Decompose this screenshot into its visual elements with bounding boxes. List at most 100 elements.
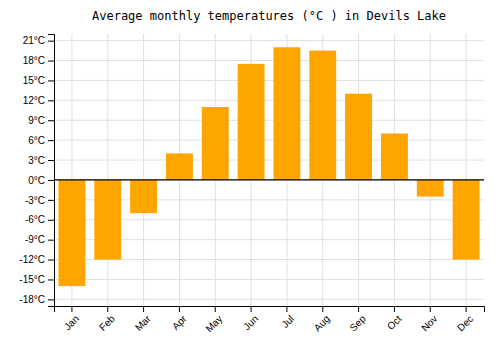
grid-line-y (54, 179, 484, 180)
grid-line-y (54, 299, 484, 300)
y-tick-mark (48, 180, 54, 181)
x-tick: Sep (347, 306, 368, 333)
x-tick-label: Apr (170, 313, 189, 332)
y-tick-mark (48, 279, 54, 280)
y-tick: 9°C (28, 115, 54, 126)
bar (345, 94, 372, 180)
x-tick-mark (215, 306, 216, 312)
y-tick: 12°C (23, 95, 54, 106)
grid-line-x (430, 34, 431, 306)
y-tick: 15°C (23, 75, 54, 86)
y-tick: 6°C (28, 135, 54, 146)
y-axis-line (48, 35, 55, 307)
bars (54, 47, 484, 286)
bar (453, 180, 480, 260)
y-tick-label: -18°C (19, 294, 45, 305)
grid (54, 34, 484, 306)
bar (166, 153, 193, 180)
y-tick-label: -12°C (19, 254, 45, 265)
grid-line-x (143, 34, 144, 306)
grid-line-y (54, 40, 484, 41)
y-tick: -3°C (25, 195, 54, 206)
y-tick: 0°C (28, 175, 54, 186)
x-tick-label: Mar (133, 313, 153, 333)
x-tick: Jun (241, 306, 260, 332)
y-tick: -12°C (19, 254, 54, 265)
y-tick-mark (48, 120, 54, 121)
x-tick: Apr (170, 306, 189, 332)
bar (58, 180, 85, 286)
y-tick-label: 3°C (28, 155, 45, 166)
y-tick-mark (48, 140, 54, 141)
y-tick-mark (48, 299, 54, 300)
y-tick-label: -6°C (25, 214, 45, 225)
y-tick-label: 9°C (28, 115, 45, 126)
zero-line (54, 179, 484, 180)
y-tick-mark (48, 80, 54, 81)
bar (273, 47, 300, 180)
x-tick-mark (358, 306, 359, 312)
y-tick-mark (48, 260, 54, 261)
x-axis: Jan Feb Mar Apr May Jun Jul Aug Sep Oct Nov Dec (55, 306, 485, 334)
x-tick-label: Aug (312, 313, 332, 333)
x-tick-label: Feb (97, 313, 117, 333)
x-tick: Aug (312, 306, 332, 333)
x-tick-mark (322, 306, 323, 312)
bar (130, 180, 157, 213)
x-tick: Dec (455, 306, 475, 333)
y-tick-mark (48, 200, 54, 201)
chart: -18°C -15°C -12°C -9°C -6°C -3°C 0°C 3°C 6°C 9°C 1… (0, 0, 500, 350)
x-axis-line (55, 307, 485, 313)
y-tick-mark (48, 240, 54, 241)
y-tick-label: 21°C (23, 35, 45, 46)
x-tick-mark (179, 306, 180, 312)
x-tick-mark (143, 306, 144, 312)
x-tick: Nov (419, 306, 439, 333)
y-tick-mark (48, 100, 54, 101)
y-tick: -6°C (25, 214, 54, 225)
x-tick-mark (251, 306, 252, 312)
grid-line-x (107, 34, 108, 306)
y-tick-mark (48, 160, 54, 161)
x-tick-mark (107, 306, 108, 312)
y-tick: -9°C (25, 234, 54, 245)
x-tick-mark (394, 306, 395, 312)
bar (309, 51, 336, 180)
y-tick-mark (48, 41, 54, 42)
bar (202, 107, 229, 180)
x-tick-label: Sep (347, 313, 368, 334)
x-tick-mark (466, 306, 467, 312)
y-tick-mark (48, 61, 54, 62)
x-tick: Feb (97, 306, 117, 333)
y-tick-label: -9°C (25, 234, 45, 245)
grid-line-y (54, 140, 484, 141)
grid-line-y (54, 120, 484, 121)
plot: -18°C -15°C -12°C -9°C -6°C -3°C 0°C 3°C 6°C 9°C 1… (19, 34, 484, 334)
y-tick-label: -3°C (25, 195, 45, 206)
bar (381, 134, 408, 180)
y-tick: -15°C (19, 274, 54, 285)
bar (94, 180, 121, 260)
title: Average monthly temperatures (°C ) in De… (92, 9, 446, 23)
y-tick: 21°C (23, 35, 54, 46)
bar (417, 180, 444, 197)
x-tick-label: May (203, 313, 224, 334)
y-tick-label: -15°C (19, 274, 45, 285)
x-tick: May (203, 306, 224, 334)
x-tick: Oct (385, 306, 404, 332)
y-tick: 3°C (28, 155, 54, 166)
grid-line-y (54, 279, 484, 280)
y-axis: -18°C -15°C -12°C -9°C -6°C -3°C 0°C 3°C 6°C 9°C 1… (19, 35, 54, 307)
y-tick-label: 12°C (23, 95, 45, 106)
grid-line-y (54, 100, 484, 101)
x-tick-label: Jan (62, 313, 81, 332)
x-tick: Mar (133, 306, 153, 333)
grid-line-y (54, 80, 484, 81)
y-tick-label: 6°C (28, 135, 45, 146)
x-tick-mark (71, 306, 72, 312)
x-tick-label: Jun (241, 313, 260, 332)
x-tick: Jan (62, 306, 81, 332)
y-tick: 18°C (23, 55, 54, 66)
x-tick-label: Jul (279, 313, 296, 330)
x-tick-mark (430, 306, 431, 312)
